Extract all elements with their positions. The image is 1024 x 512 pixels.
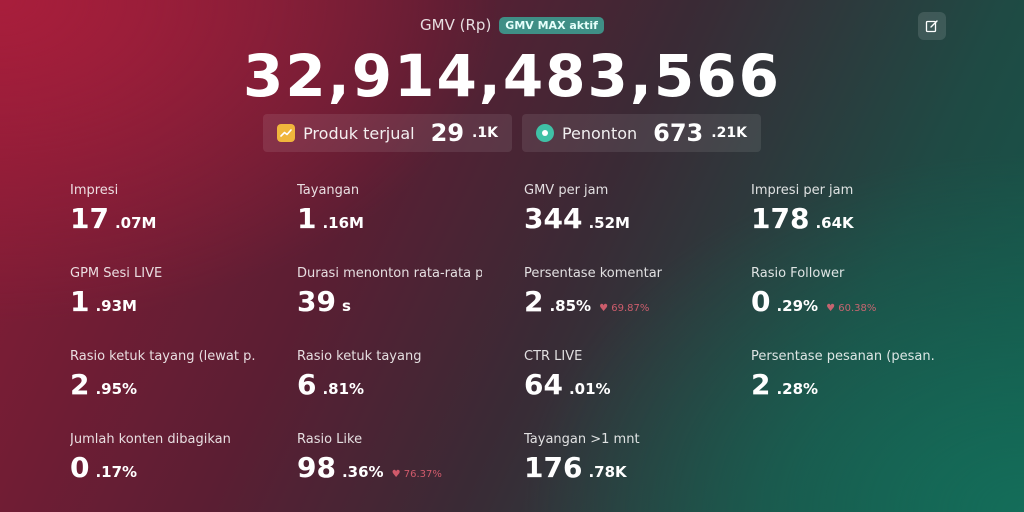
metric-tayangan-1-mnt: Tayangan >1 mnt 176 .78K <box>524 431 751 512</box>
metric-delta: ♥ 69.87% <box>599 303 650 314</box>
metric-suffix: .36% <box>341 463 384 481</box>
metric-value: 0 <box>751 285 771 318</box>
metric-suffix: .28% <box>776 380 819 398</box>
gmv-title: GMV (Rp) <box>420 16 492 34</box>
metric-value: 98 <box>297 451 336 484</box>
summary-pills: Produk terjual 29 .1K Penonton 673 .21K <box>0 114 1024 152</box>
pill-viewers: Penonton 673 .21K <box>521 114 761 152</box>
metric-value: 344 <box>524 202 583 235</box>
metric-delta: ♥ 76.37% <box>391 469 442 480</box>
metric-suffix: .52M <box>588 214 630 232</box>
metric-rasio-ketuk-tayang: Rasio ketuk tayang 6 .81% <box>297 348 524 431</box>
metric-label: Impresi per jam <box>751 183 854 198</box>
pill-value-suffix: .1K <box>472 125 498 141</box>
metric-label: Impresi <box>70 183 119 198</box>
metric-value: 2 <box>70 368 90 401</box>
metric-rasio-ketuk-tayang-lewat: Rasio ketuk tayang (lewat p... 2 .95% <box>70 348 297 431</box>
metric-rasio-like: Rasio Like 98 .36% ♥ 76.37% <box>297 431 524 512</box>
pill-products-sold: Produk terjual 29 .1K <box>263 114 512 152</box>
metric-suffix: .64K <box>815 214 854 232</box>
metric-durasi-menonton: Durasi menonton rata-rata p... 39 s <box>297 265 524 348</box>
metric-label: Durasi menonton rata-rata p... <box>297 266 482 281</box>
metric-delta: ♥ 60.38% <box>826 303 877 314</box>
metric-rasio-follower: Rasio Follower 0 .29% ♥ 60.38% <box>751 265 970 348</box>
metric-label: Rasio ketuk tayang <box>297 349 422 364</box>
metric-value: 1 <box>70 285 90 318</box>
metric-value: 6 <box>297 368 317 401</box>
metric-label: CTR LIVE <box>524 349 583 364</box>
metric-value: 176 <box>524 451 583 484</box>
metric-persentase-komentar: Persentase komentar 2 .85% ♥ 69.87% <box>524 265 751 348</box>
metric-label: GPM Sesi LIVE <box>70 266 163 281</box>
edit-button[interactable] <box>918 12 946 40</box>
metric-value: 39 <box>297 285 336 318</box>
metric-label: Rasio Like <box>297 432 363 447</box>
metrics-grid: Impresi 17 .07M Tayangan 1 .16M GMV per ja… <box>70 182 970 512</box>
metric-suffix: .78K <box>588 463 627 481</box>
gmv-max-badge: GMV MAX aktif <box>499 16 604 34</box>
metric-gpm-sesi-live: GPM Sesi LIVE 1 .93M <box>70 265 297 348</box>
metric-suffix: .16M <box>322 214 364 232</box>
metric-jumlah-konten-dibagikan: Jumlah konten dibagikan 0 .17% <box>70 431 297 512</box>
metric-impresi: Impresi 17 .07M <box>70 182 297 265</box>
metric-value: 17 <box>70 202 109 235</box>
pill-value: 673 <box>653 119 704 147</box>
pill-label: Penonton <box>561 123 638 143</box>
metric-label: Rasio Follower <box>751 266 845 281</box>
metric-impresi-per-jam: Impresi per jam 178 .64K <box>751 182 970 265</box>
metric-suffix: .17% <box>95 463 138 481</box>
metric-label: Rasio ketuk tayang (lewat p... <box>70 349 255 364</box>
metric-persentase-pesanan: Persentase pesanan (pesan... 2 .28% <box>751 348 970 431</box>
metric-suffix: s <box>341 297 351 315</box>
chart-up-icon <box>277 124 296 142</box>
metric-suffix: .95% <box>95 380 138 398</box>
metric-label: GMV per jam <box>524 183 609 198</box>
gmv-total-value: 32,914,483,566 <box>242 42 782 110</box>
metric-suffix: .85% <box>549 297 592 315</box>
metric-gmv-per-jam: GMV per jam 344 .52M <box>524 182 751 265</box>
metric-value: 178 <box>751 202 810 235</box>
metric-suffix: .93M <box>95 297 137 315</box>
metric-label: Tayangan >1 mnt <box>524 432 640 447</box>
metric-value: 2 <box>751 368 771 401</box>
eye-icon <box>535 124 554 142</box>
metric-suffix: .29% <box>776 297 819 315</box>
metric-tayangan: Tayangan 1 .16M <box>297 182 524 265</box>
metric-value: 64 <box>524 368 563 401</box>
metric-value: 2 <box>524 285 544 318</box>
metric-value: 0 <box>70 451 90 484</box>
metric-ctr-live: CTR LIVE 64 .01% <box>524 348 751 431</box>
metric-label: Persentase pesanan (pesan... <box>751 349 936 364</box>
metric-label: Tayangan <box>297 183 360 198</box>
metric-label: Persentase komentar <box>524 266 663 281</box>
edit-icon <box>925 20 938 33</box>
metric-suffix: .07M <box>114 214 157 232</box>
metric-suffix: .01% <box>568 380 611 398</box>
metric-suffix: .81% <box>322 380 365 398</box>
metric-label: Jumlah konten dibagikan <box>70 432 231 447</box>
pill-value-suffix: .21K <box>711 125 747 141</box>
gmv-header: GMV (Rp) GMV MAX aktif <box>0 16 1024 34</box>
pill-value: 29 <box>430 119 465 147</box>
metric-value: 1 <box>297 202 317 235</box>
pill-label: Produk terjual <box>303 123 415 143</box>
